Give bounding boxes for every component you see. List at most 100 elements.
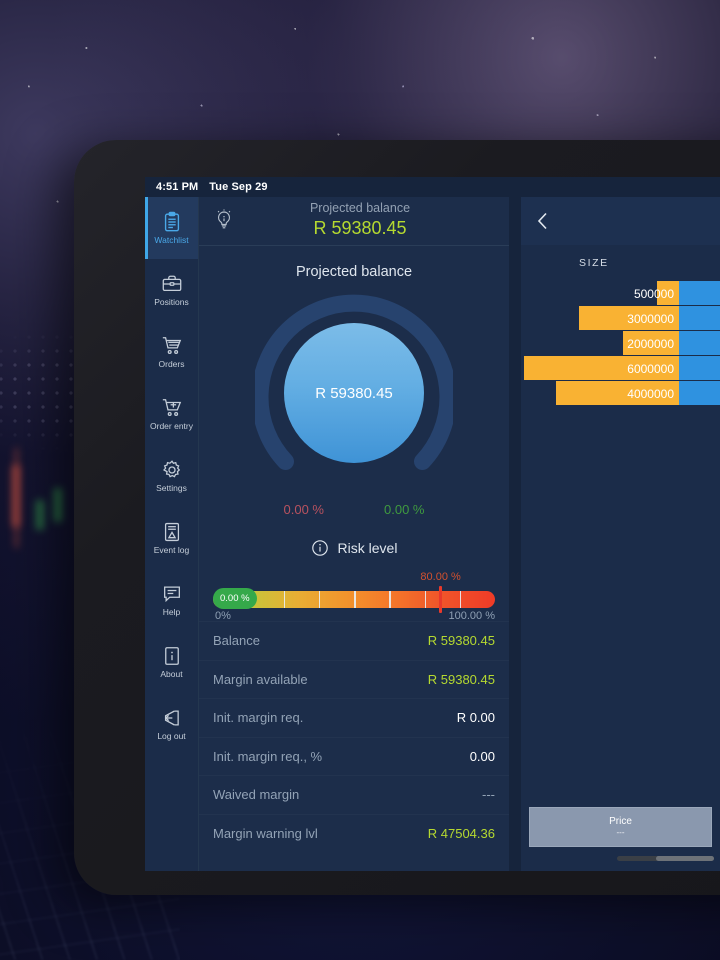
event-log-icon	[161, 521, 183, 543]
buy-size-bar[interactable]	[679, 356, 720, 381]
gauge-positive-percent: 0.00 %	[384, 502, 425, 517]
table-row[interactable]: Waived margin ---	[199, 775, 509, 814]
ladder-size-label: 2000000	[627, 336, 674, 351]
sidebar-item-order-entry[interactable]: Order entry	[145, 383, 198, 445]
header-balance-label: Projected balance	[309, 201, 411, 216]
detail-value: R 0.00	[456, 710, 495, 726]
ladder-size-label: 4000000	[627, 386, 674, 401]
logout-icon	[161, 707, 183, 729]
ladder-row[interactable]: 500000	[521, 281, 720, 306]
risk-tick	[283, 591, 285, 608]
risk-min-label: 0%	[215, 610, 231, 622]
sidebar-nav: Watchlist Positions	[145, 197, 198, 871]
buy-size-bar[interactable]	[679, 331, 720, 356]
status-time: 4:51 PM	[156, 181, 199, 193]
balance-panel: Projected balance R 59380.45 Projected b…	[198, 197, 509, 871]
detail-value: ---	[482, 787, 495, 803]
cart-plus-icon	[161, 397, 183, 419]
sidebar-item-label: Positions	[154, 296, 189, 307]
sell-size-bar[interactable]	[556, 381, 679, 406]
sell-size-bar[interactable]	[657, 281, 679, 306]
gear-icon	[161, 459, 183, 481]
detail-key: Init. margin req., %	[213, 748, 323, 764]
detail-value: 0.00	[469, 748, 495, 764]
detail-key: Waived margin	[213, 787, 300, 803]
risk-threshold-label: 80.00 %	[420, 571, 461, 583]
gauge-center-value: R 59380.45	[284, 323, 424, 463]
sidebar-item-label: Watchlist	[154, 234, 189, 245]
table-row[interactable]: Init. margin req. R 0.00	[199, 698, 509, 737]
sidebar-item-label: Settings	[156, 482, 187, 493]
detail-key: Margin available	[213, 671, 308, 687]
risk-current-badge: 0.00 %	[213, 588, 257, 609]
price-box-title: Price	[609, 816, 632, 828]
ladder-row[interactable]: 3000000	[521, 306, 720, 331]
risk-tick	[354, 591, 356, 608]
sidebar-item-positions[interactable]: Positions	[145, 259, 198, 321]
app-screen: 4:51 PM Tue Sep 29 Watchlist	[145, 177, 720, 871]
gauge-negative-percent: 0.00 %	[283, 502, 324, 517]
sidebar-item-orders[interactable]: Orders	[145, 321, 198, 383]
risk-threshold-marker	[438, 586, 442, 613]
risk-tick	[389, 591, 391, 608]
background-candle-green-2	[54, 488, 62, 522]
background-candle-green	[36, 500, 44, 530]
ladder-size-label: 3000000	[627, 311, 674, 326]
gauge-percent-row: 0.00 % 0.00 %	[199, 502, 509, 517]
sell-size-bar[interactable]	[579, 306, 679, 331]
sidebar-item-label: About	[160, 668, 183, 679]
risk-level-label: Risk level	[337, 540, 398, 556]
ladder-row[interactable]: 6000000	[521, 356, 720, 381]
sell-size-bar[interactable]	[524, 356, 679, 381]
ladder-row[interactable]: 2000000	[521, 331, 720, 356]
sidebar-item-label: Orders	[158, 358, 185, 369]
header-balance-value: R 59380.45	[313, 218, 407, 239]
sidebar-item-event-log[interactable]: Event log	[145, 507, 198, 569]
scrollbar-thumb[interactable]	[656, 856, 714, 861]
sidebar-item-help[interactable]: Help	[145, 569, 198, 631]
cart-icon	[161, 335, 183, 357]
ladder-size-label: 500000	[633, 286, 674, 301]
buy-size-bar[interactable]	[679, 281, 720, 306]
table-row[interactable]: Balance R 59380.45	[199, 621, 509, 660]
buy-size-bar[interactable]	[679, 306, 720, 331]
table-row[interactable]: Margin warning lvl R 47504.36	[199, 813, 509, 853]
lightbulb-info-icon[interactable]	[213, 208, 241, 234]
risk-max-label: 100.00 %	[448, 610, 495, 622]
ladder-row[interactable]: 4000000	[521, 381, 720, 406]
buy-size-bar[interactable]	[679, 381, 720, 406]
sidebar-item-settings[interactable]: Settings	[145, 445, 198, 507]
price-box-value: ---	[616, 828, 625, 838]
risk-tick	[459, 591, 462, 608]
detail-key: Margin warning lvl	[213, 825, 318, 841]
sidebar-item-log-out[interactable]: Log out	[145, 693, 198, 755]
ladder-rows: 500000 3000000 2000000 6000000 4000000	[521, 281, 720, 406]
account-details-table: Balance R 59380.45 Margin available R 59380…	[199, 621, 509, 852]
risk-tick	[318, 591, 321, 608]
detail-key: Init. margin req.	[213, 710, 304, 726]
detail-value: R 59380.45	[427, 671, 495, 687]
info-box-icon	[161, 645, 183, 667]
info-circle-icon	[311, 539, 329, 557]
briefcase-icon	[161, 273, 183, 295]
horizontal-scrollbar[interactable]	[617, 856, 714, 861]
price-box[interactable]: Price ---	[529, 807, 712, 847]
sell-size-bar[interactable]	[623, 331, 679, 356]
ladder-toolbar	[521, 197, 720, 245]
table-row[interactable]: Init. margin req., % 0.00	[199, 736, 509, 776]
risk-level-meter[interactable]: 0.00 % 80.00 % 0% 100.00 %	[213, 571, 495, 622]
status-date: Tue Sep 29	[209, 181, 268, 193]
balance-gauge: R 59380.45	[255, 294, 453, 492]
sidebar-item-label: Log out	[157, 730, 186, 741]
sidebar-item-about[interactable]: About	[145, 631, 198, 693]
risk-level-header[interactable]: Risk level	[199, 539, 509, 557]
speech-bubble-icon	[161, 583, 183, 605]
chevron-left-icon[interactable]	[533, 209, 553, 233]
table-row[interactable]: Margin available R 59380.45	[199, 659, 509, 699]
gauge-arc	[255, 294, 453, 470]
balance-header[interactable]: Projected balance R 59380.45	[199, 197, 509, 246]
background-candle-red-wick	[15, 448, 18, 548]
sidebar-item-watchlist[interactable]: Watchlist	[145, 197, 198, 259]
sidebar-item-label: Order entry	[150, 420, 193, 431]
sidebar-item-label: Event log	[153, 544, 190, 555]
